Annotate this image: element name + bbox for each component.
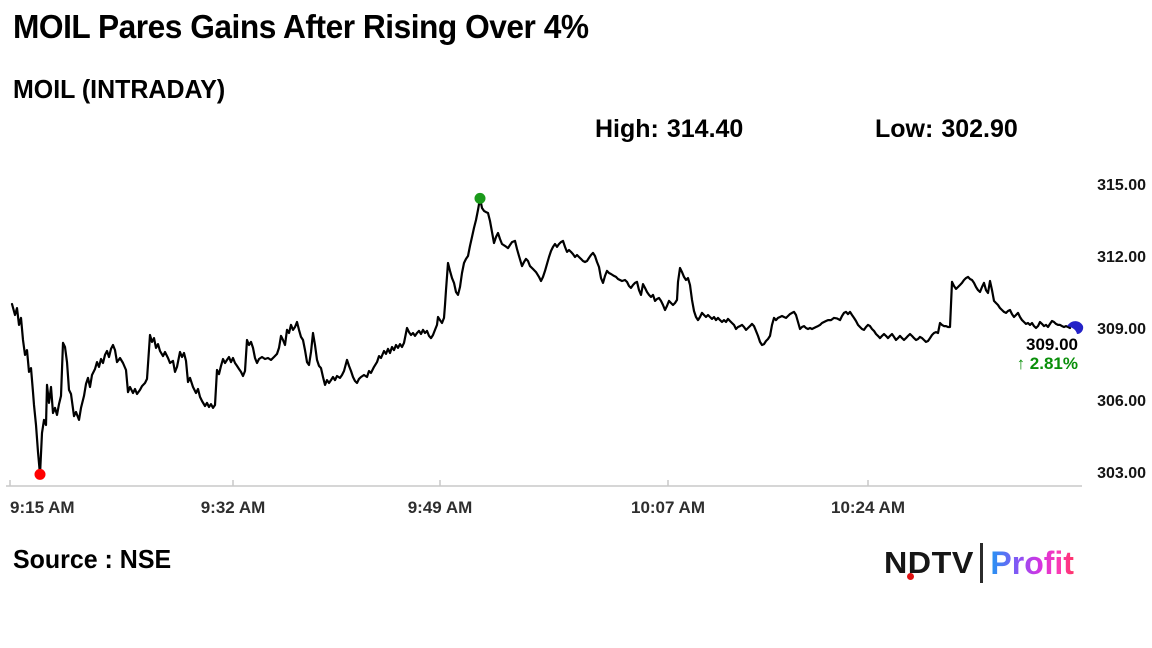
y-axis-label: 306.00 bbox=[1097, 393, 1146, 410]
ndtv-red-dot-icon bbox=[907, 573, 914, 580]
low-point-dot bbox=[34, 468, 46, 480]
high-label: High: bbox=[595, 115, 659, 143]
low-readout: Low: 302.90 bbox=[875, 115, 1018, 144]
low-value: 302.90 bbox=[941, 115, 1018, 143]
source-credit: Source : NSE bbox=[13, 544, 172, 574]
y-axis-label: 303.00 bbox=[1097, 465, 1146, 482]
last-price-marker-icon bbox=[1067, 321, 1084, 334]
high-readout: High: 314.40 bbox=[595, 115, 743, 144]
change-percent-annotation: ↑ 2.81% bbox=[1017, 354, 1078, 373]
x-axis-label: 10:07 AM bbox=[631, 498, 705, 517]
ndtv-profit-logo: NDTV Profit bbox=[884, 541, 1074, 585]
high-point-dot bbox=[474, 192, 486, 204]
y-axis-label: 309.00 bbox=[1097, 321, 1146, 338]
profit-wordmark: Profit bbox=[990, 544, 1074, 581]
y-axis-label: 312.00 bbox=[1097, 249, 1146, 266]
logo-divider bbox=[980, 543, 984, 583]
y-axis-label: 315.00 bbox=[1097, 177, 1146, 194]
ndtv-wordmark: NDTV bbox=[884, 545, 974, 580]
x-axis-label: 9:49 AM bbox=[408, 498, 473, 517]
high-value: 314.40 bbox=[666, 115, 744, 143]
chart-subtitle: MOIL (INTRADAY) bbox=[13, 74, 226, 104]
low-label: Low: bbox=[875, 115, 934, 143]
page-title: MOIL Pares Gains After Rising Over 4% bbox=[13, 8, 589, 45]
x-axis-label: 10:24 AM bbox=[831, 498, 905, 517]
x-axis-label: 9:32 AM bbox=[201, 498, 266, 517]
price-line bbox=[10, 197, 1072, 476]
x-axis-label: 9:15 AM bbox=[10, 498, 75, 517]
last-price-annotation: 309.00 bbox=[1026, 335, 1078, 354]
